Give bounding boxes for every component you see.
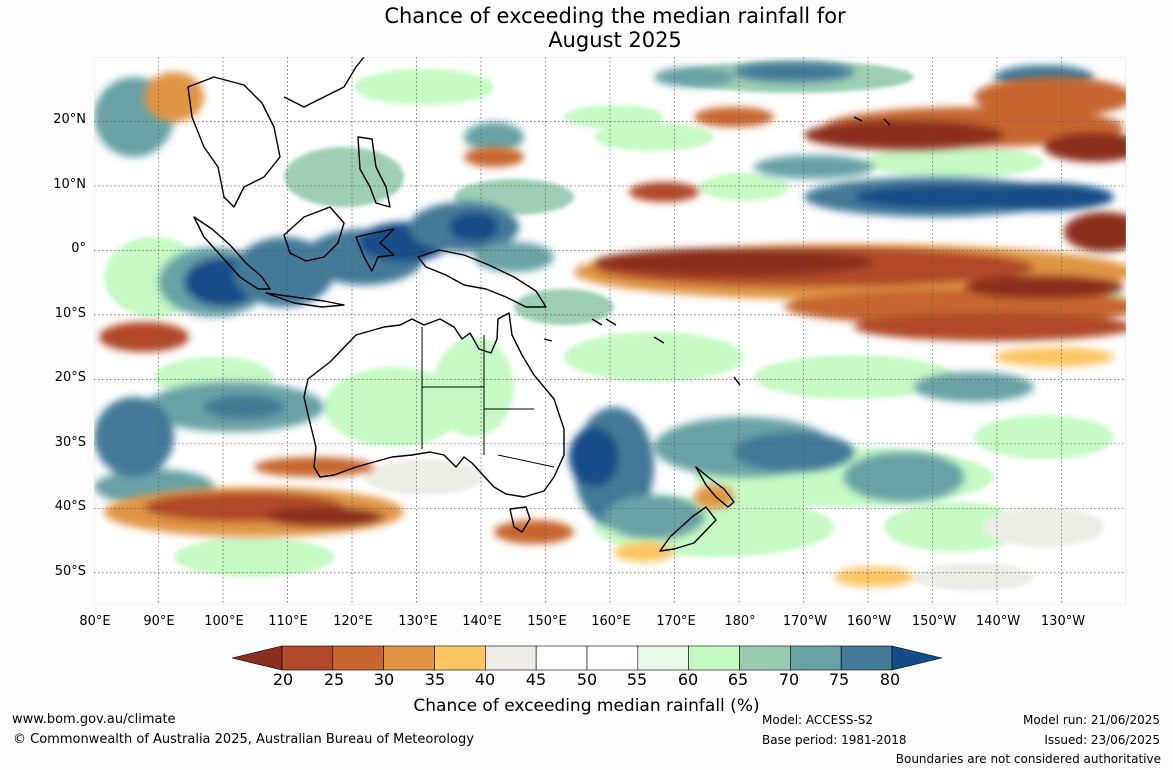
map-title: Chance of exceeding the median rainfall …	[0, 4, 1173, 52]
new-zealand-coastline	[659, 466, 735, 552]
tasmania-coastline	[509, 506, 531, 533]
lat-label-0: 0°	[71, 241, 86, 256]
legend-tick-75: 75	[828, 670, 850, 689]
lon-label-120e: 120°E	[333, 614, 373, 629]
legend-tick-50: 50	[576, 670, 598, 689]
legend-title: Chance of exceeding median rainfall (%)	[413, 696, 760, 716]
issued-date: Issued: 23/06/2025	[1044, 733, 1160, 747]
legend-tick-25: 25	[323, 670, 345, 689]
legend-swatch	[790, 645, 842, 671]
lat-label-10s: 10°S	[54, 306, 86, 321]
new-guinea-coastline	[417, 249, 547, 308]
legend-tick-40: 40	[474, 670, 496, 689]
borneo-coastline	[283, 206, 345, 262]
lon-label-110e: 110°E	[268, 614, 308, 629]
copyright-text: © Commonwealth of Australia 2025, Austra…	[13, 732, 474, 747]
lon-label-100e: 100°E	[204, 614, 244, 629]
legend-tick-45: 45	[525, 670, 547, 689]
legend-swatch	[688, 645, 740, 671]
legend-swatch	[332, 645, 384, 671]
legend-tick-65: 65	[727, 670, 749, 689]
color-legend-bar	[232, 645, 942, 671]
lon-label-170w: 170°W	[782, 614, 828, 629]
lon-label-130e: 130°E	[398, 614, 438, 629]
legend-swatch	[434, 645, 486, 671]
legend-tick-55: 55	[626, 670, 648, 689]
state-borders	[421, 327, 555, 468]
graticule	[94, 57, 1126, 605]
legend-extend-high	[891, 645, 942, 671]
australia-coastline	[303, 312, 565, 498]
rainfall-probability-map	[94, 57, 1126, 605]
lon-label-140e: 140°E	[462, 614, 502, 629]
asia-coastline	[283, 57, 365, 108]
legend-swatch	[739, 645, 791, 671]
lon-label-180: 180°	[724, 614, 756, 629]
coastlines	[187, 57, 891, 552]
drier-than-median-areas	[99, 72, 1126, 587]
indochina-coastline	[187, 76, 281, 208]
title-line-2: August 2025	[548, 28, 682, 52]
legend-swatch	[485, 645, 537, 671]
lon-label-160w: 160°W	[846, 614, 892, 629]
lon-label-160e: 160°E	[591, 614, 631, 629]
legend-swatch	[637, 645, 689, 671]
lat-label-30s: 30°S	[54, 435, 86, 450]
legend-swatch	[281, 645, 334, 671]
lat-label-10n: 10°N	[53, 177, 86, 192]
philippines-coastline	[357, 136, 391, 208]
lon-label-130w: 130°W	[1040, 614, 1086, 629]
base-period: Base period: 1981-2018	[762, 733, 907, 747]
sumatra-coastline	[193, 216, 271, 290]
lon-label-90e: 90°E	[143, 614, 175, 629]
legend-tick-80: 80	[879, 670, 901, 689]
legend-tick-20: 20	[272, 670, 294, 689]
legend-tick-60: 60	[677, 670, 699, 689]
lon-label-150w: 150°W	[911, 614, 957, 629]
legend-swatch	[586, 645, 639, 671]
model-run-date: Model run: 21/06/2025	[1022, 713, 1160, 727]
legend-swatch	[535, 645, 588, 671]
pacific-islands	[543, 116, 891, 386]
sulawesi-coastline	[355, 228, 395, 272]
boundaries-disclaimer: Boundaries are not considered authoritat…	[895, 752, 1161, 766]
model-name: Model: ACCESS-S2	[762, 713, 874, 727]
java-coastline	[265, 292, 345, 308]
lon-label-140w: 140°W	[975, 614, 1021, 629]
lat-label-50s: 50°S	[54, 564, 86, 579]
legend-swatch	[383, 645, 435, 671]
lat-label-20s: 20°S	[54, 370, 86, 385]
legend-tick-70: 70	[778, 670, 800, 689]
lon-label-150e: 150°E	[527, 614, 567, 629]
legend-tick-35: 35	[424, 670, 446, 689]
lat-label-40s: 40°S	[54, 499, 86, 514]
lon-label-170e: 170°E	[656, 614, 696, 629]
legend-swatch	[840, 645, 893, 671]
lat-label-20n: 20°N	[53, 112, 86, 127]
title-line-1: Chance of exceeding the median rainfall …	[384, 4, 846, 28]
lon-label-80e: 80°E	[79, 614, 111, 629]
legend-tick-30: 30	[373, 670, 395, 689]
website-link[interactable]: www.bom.gov.au/climate	[12, 712, 176, 727]
legend-extend-low	[232, 645, 283, 671]
